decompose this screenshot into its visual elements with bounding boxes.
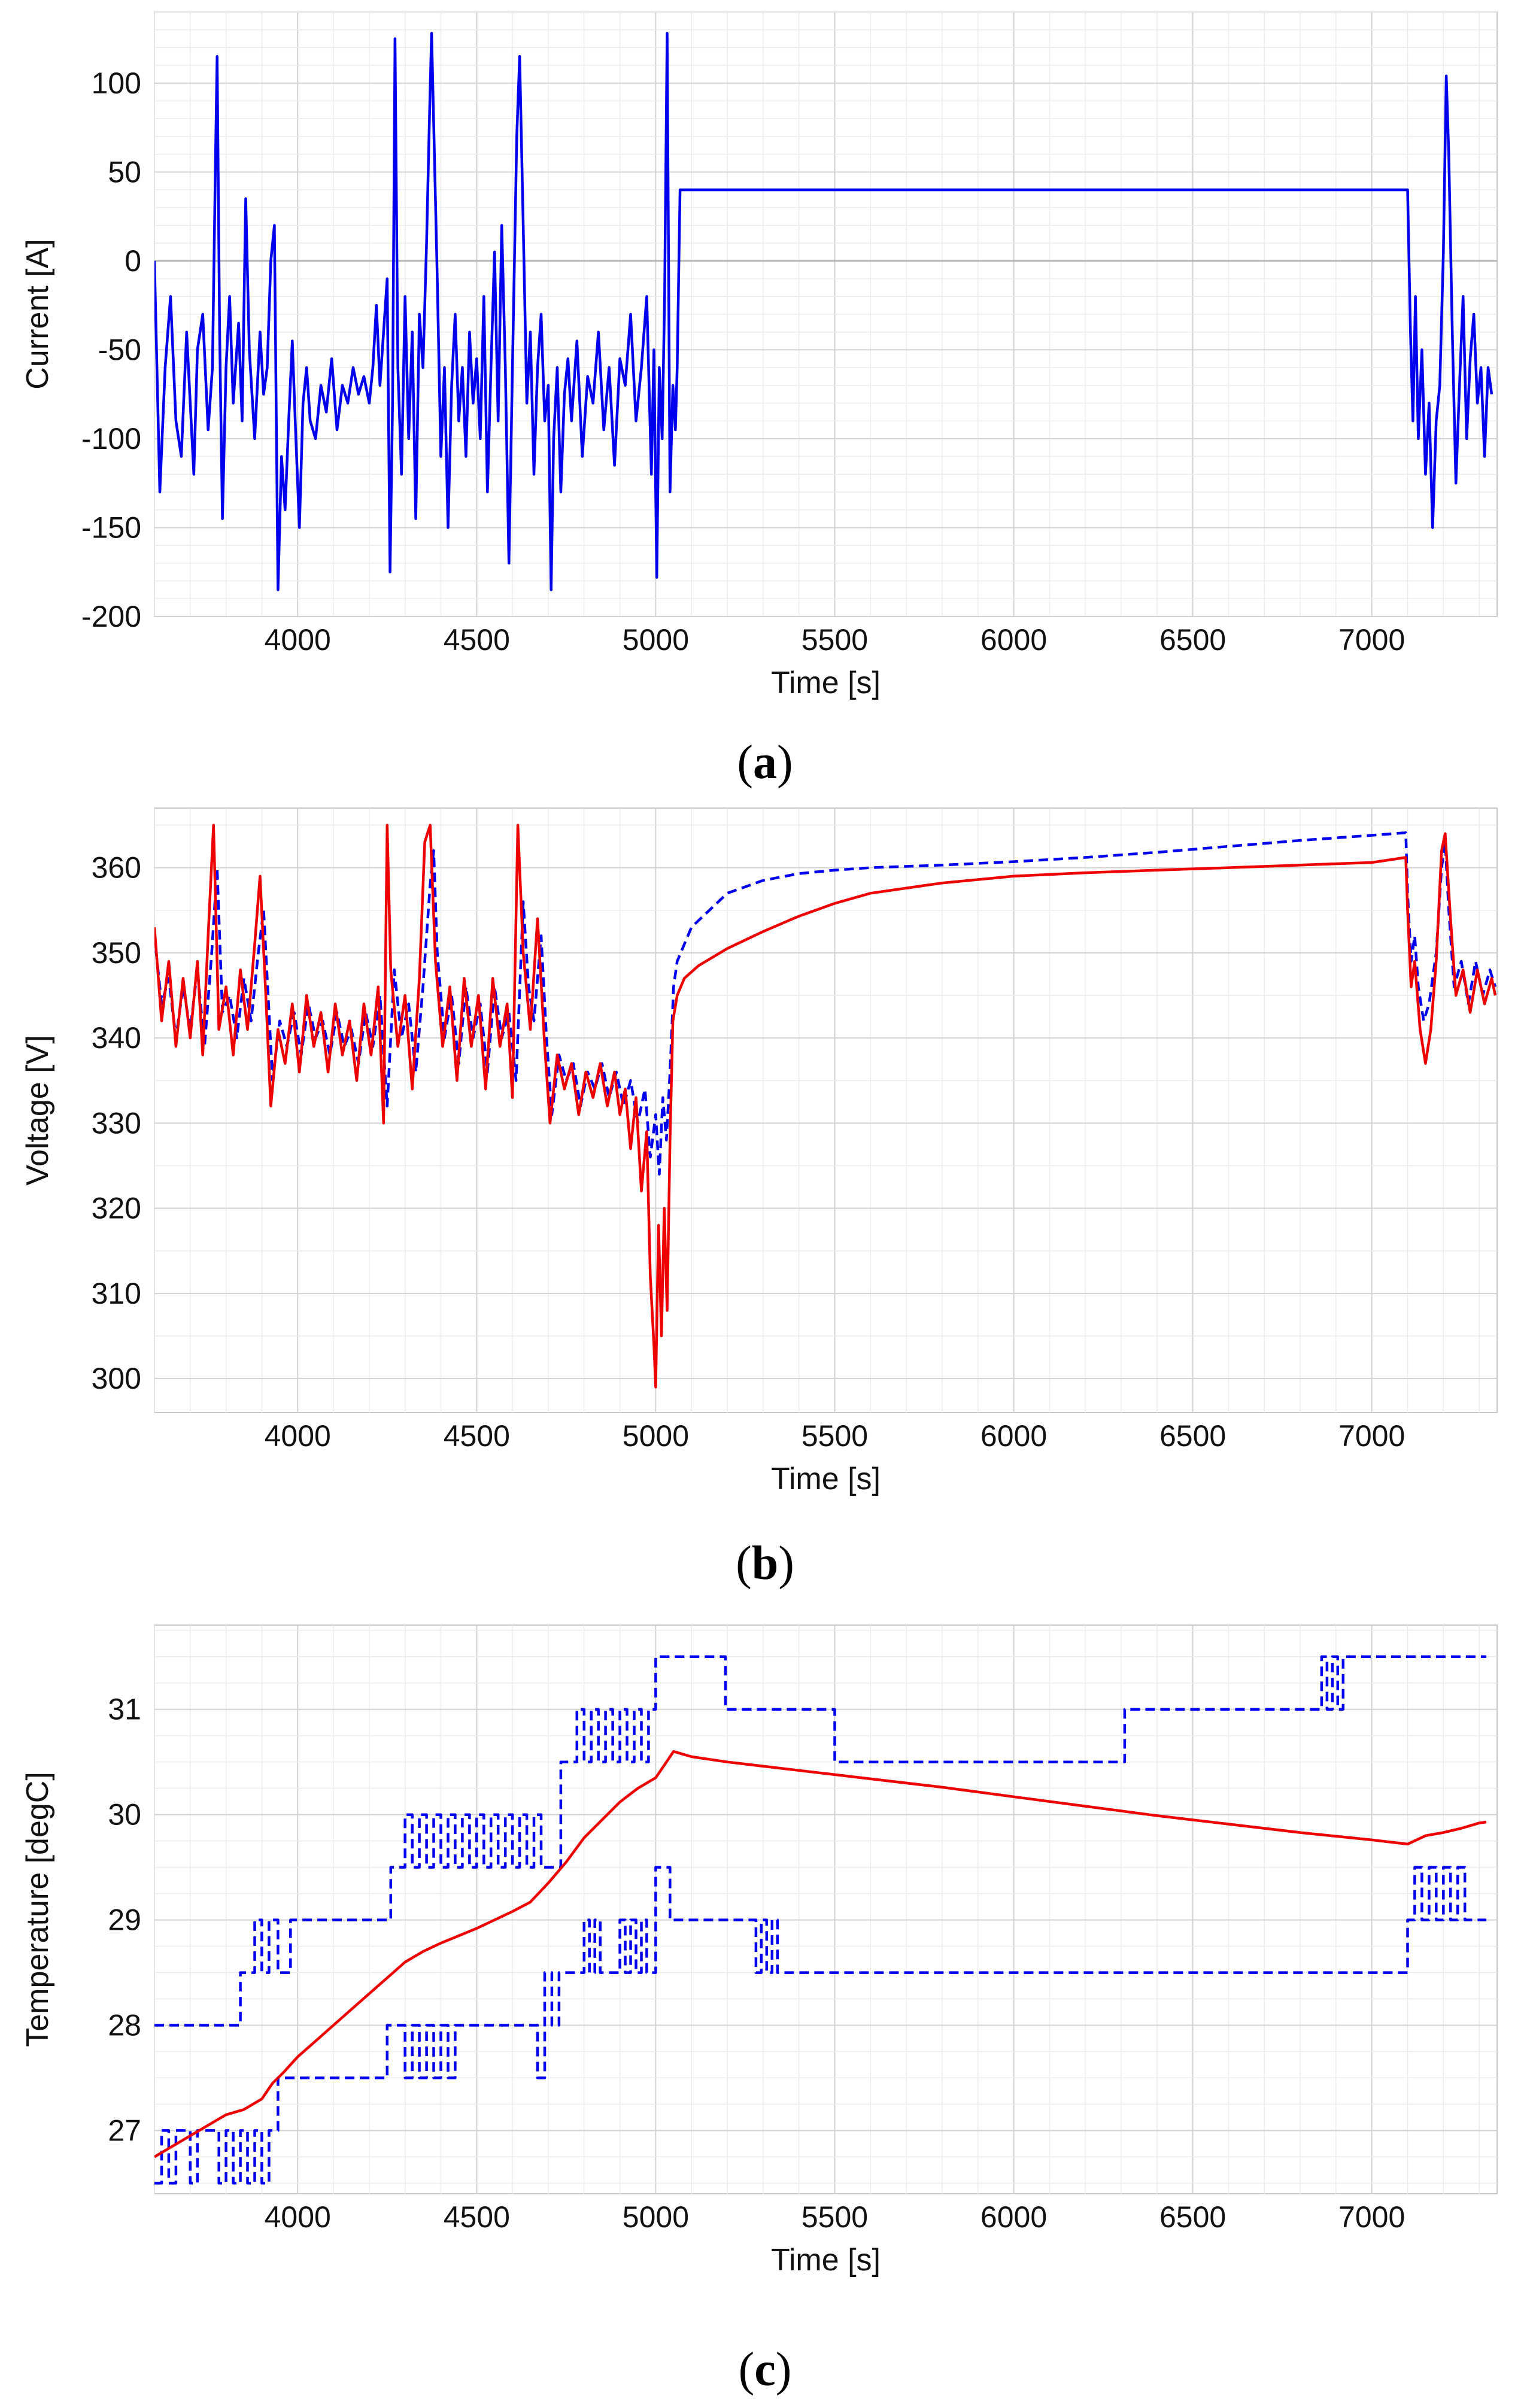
x-tick-label: 6500 <box>1159 623 1226 657</box>
y-axis-label: Temperature [degC] <box>20 1772 55 2047</box>
caption-a: (a) <box>737 736 793 789</box>
x-axis-label: Time [s] <box>771 2243 881 2278</box>
series-simulated-voltage <box>154 824 1497 1389</box>
y-tick-label: -100 <box>81 422 141 456</box>
x-tick-label: 4000 <box>265 623 331 657</box>
y-tick-label: 330 <box>92 1106 141 1140</box>
y-tick-label: 29 <box>108 1903 141 1937</box>
x-tick-label: 4000 <box>265 1419 331 1453</box>
series-measured-voltage <box>154 831 1497 1176</box>
y-tick-label: -200 <box>81 600 141 633</box>
caption-b-open: ( <box>736 1537 752 1590</box>
x-tick-label: 5000 <box>623 1419 689 1453</box>
x-tick-label: 5500 <box>802 2200 868 2234</box>
x-tick-label: 5000 <box>623 2200 689 2234</box>
y-tick-label: 27 <box>108 2114 141 2147</box>
x-tick-label: 7000 <box>1338 1419 1405 1453</box>
y-tick-label: 28 <box>108 2009 141 2042</box>
caption-b-letter: b <box>752 1537 779 1590</box>
gridlines <box>154 808 1497 1413</box>
caption-b-close: ) <box>778 1537 794 1590</box>
y-tick-label: 31 <box>108 1693 141 1726</box>
x-tick-label: 7000 <box>1338 623 1405 657</box>
y-axis-label: Voltage [V] <box>20 1035 55 1186</box>
series-group <box>154 824 1497 1389</box>
y-tick-label: 0 <box>125 244 141 278</box>
x-tick-labels: 4000 4500 5000 5500 6000 6500 7000 <box>265 2200 1405 2234</box>
x-axis-label: Time [s] <box>771 666 881 700</box>
x-tick-label: 4500 <box>444 2200 510 2234</box>
chart-temperature: 4000 4500 5000 5500 6000 6500 7000 27 28 29 30 31 Ti… <box>20 1624 1498 2278</box>
x-tick-labels: 4000 4500 5000 5500 6000 6500 7000 <box>265 623 1405 657</box>
y-tick-labels: 300 310 320 330 340 350 360 <box>92 851 141 1396</box>
y-axis-label: Current [A] <box>20 239 55 389</box>
x-tick-labels: 4000 4500 5000 5500 6000 6500 7000 <box>265 1419 1405 1453</box>
y-tick-label: 340 <box>92 1021 141 1055</box>
y-tick-label: -150 <box>81 511 141 544</box>
caption-b: (b) <box>736 1537 794 1590</box>
caption-c-open: ( <box>739 2343 755 2396</box>
y-tick-label: 30 <box>108 1798 141 1832</box>
series-max-cell-temperature <box>154 1655 1487 2027</box>
caption-c: (c) <box>739 2343 792 2396</box>
x-tick-label: 5500 <box>802 1419 868 1453</box>
y-tick-label: 300 <box>92 1362 141 1395</box>
chart-current: 4000 4500 5000 5500 6000 6500 7000 -200 -150 -100… <box>20 11 1498 700</box>
caption-a-letter: a <box>753 736 777 789</box>
x-tick-label: 6500 <box>1159 2200 1226 2234</box>
plot-area <box>154 1624 1498 2194</box>
x-tick-label: 6000 <box>980 2200 1047 2234</box>
y-tick-label: -50 <box>98 333 141 366</box>
caption-c-close: ) <box>776 2343 792 2396</box>
x-tick-label: 5500 <box>802 623 868 657</box>
x-tick-label: 7000 <box>1338 2200 1405 2234</box>
y-tick-label: 320 <box>92 1192 141 1225</box>
caption-a-open: ( <box>737 736 753 789</box>
x-tick-label: 4500 <box>444 623 510 657</box>
y-tick-label: 360 <box>92 851 141 885</box>
y-tick-labels: 27 28 29 30 31 <box>108 1693 141 2148</box>
y-tick-label: 350 <box>92 936 141 970</box>
gridlines <box>154 11 1497 617</box>
series-min-cell-temperature <box>154 1866 1487 2185</box>
x-tick-label: 6500 <box>1159 1419 1226 1453</box>
plot-area <box>154 807 1498 1413</box>
caption-a-close: ) <box>777 736 793 789</box>
series-current <box>154 32 1493 591</box>
series-simulated-temperature <box>154 1750 1487 2158</box>
x-tick-label: 4500 <box>444 1419 510 1453</box>
x-axis-label: Time [s] <box>771 1462 881 1496</box>
x-tick-label: 6000 <box>980 1419 1047 1453</box>
chart-voltage: 4000 4500 5000 5500 6000 6500 7000 300 310 320 330… <box>20 807 1498 1496</box>
caption-c-letter: c <box>754 2343 776 2396</box>
x-tick-label: 6000 <box>980 623 1047 657</box>
gridlines <box>154 1625 1497 2194</box>
y-tick-label: 100 <box>92 66 141 100</box>
series-group <box>154 1655 1487 2185</box>
x-tick-label: 5000 <box>623 623 689 657</box>
y-tick-label: 50 <box>108 155 141 189</box>
y-tick-labels: -200 -150 -100 -50 0 50 100 <box>81 66 141 633</box>
y-tick-label: 310 <box>92 1277 141 1310</box>
series-group <box>154 32 1493 591</box>
x-tick-label: 4000 <box>265 2200 331 2234</box>
